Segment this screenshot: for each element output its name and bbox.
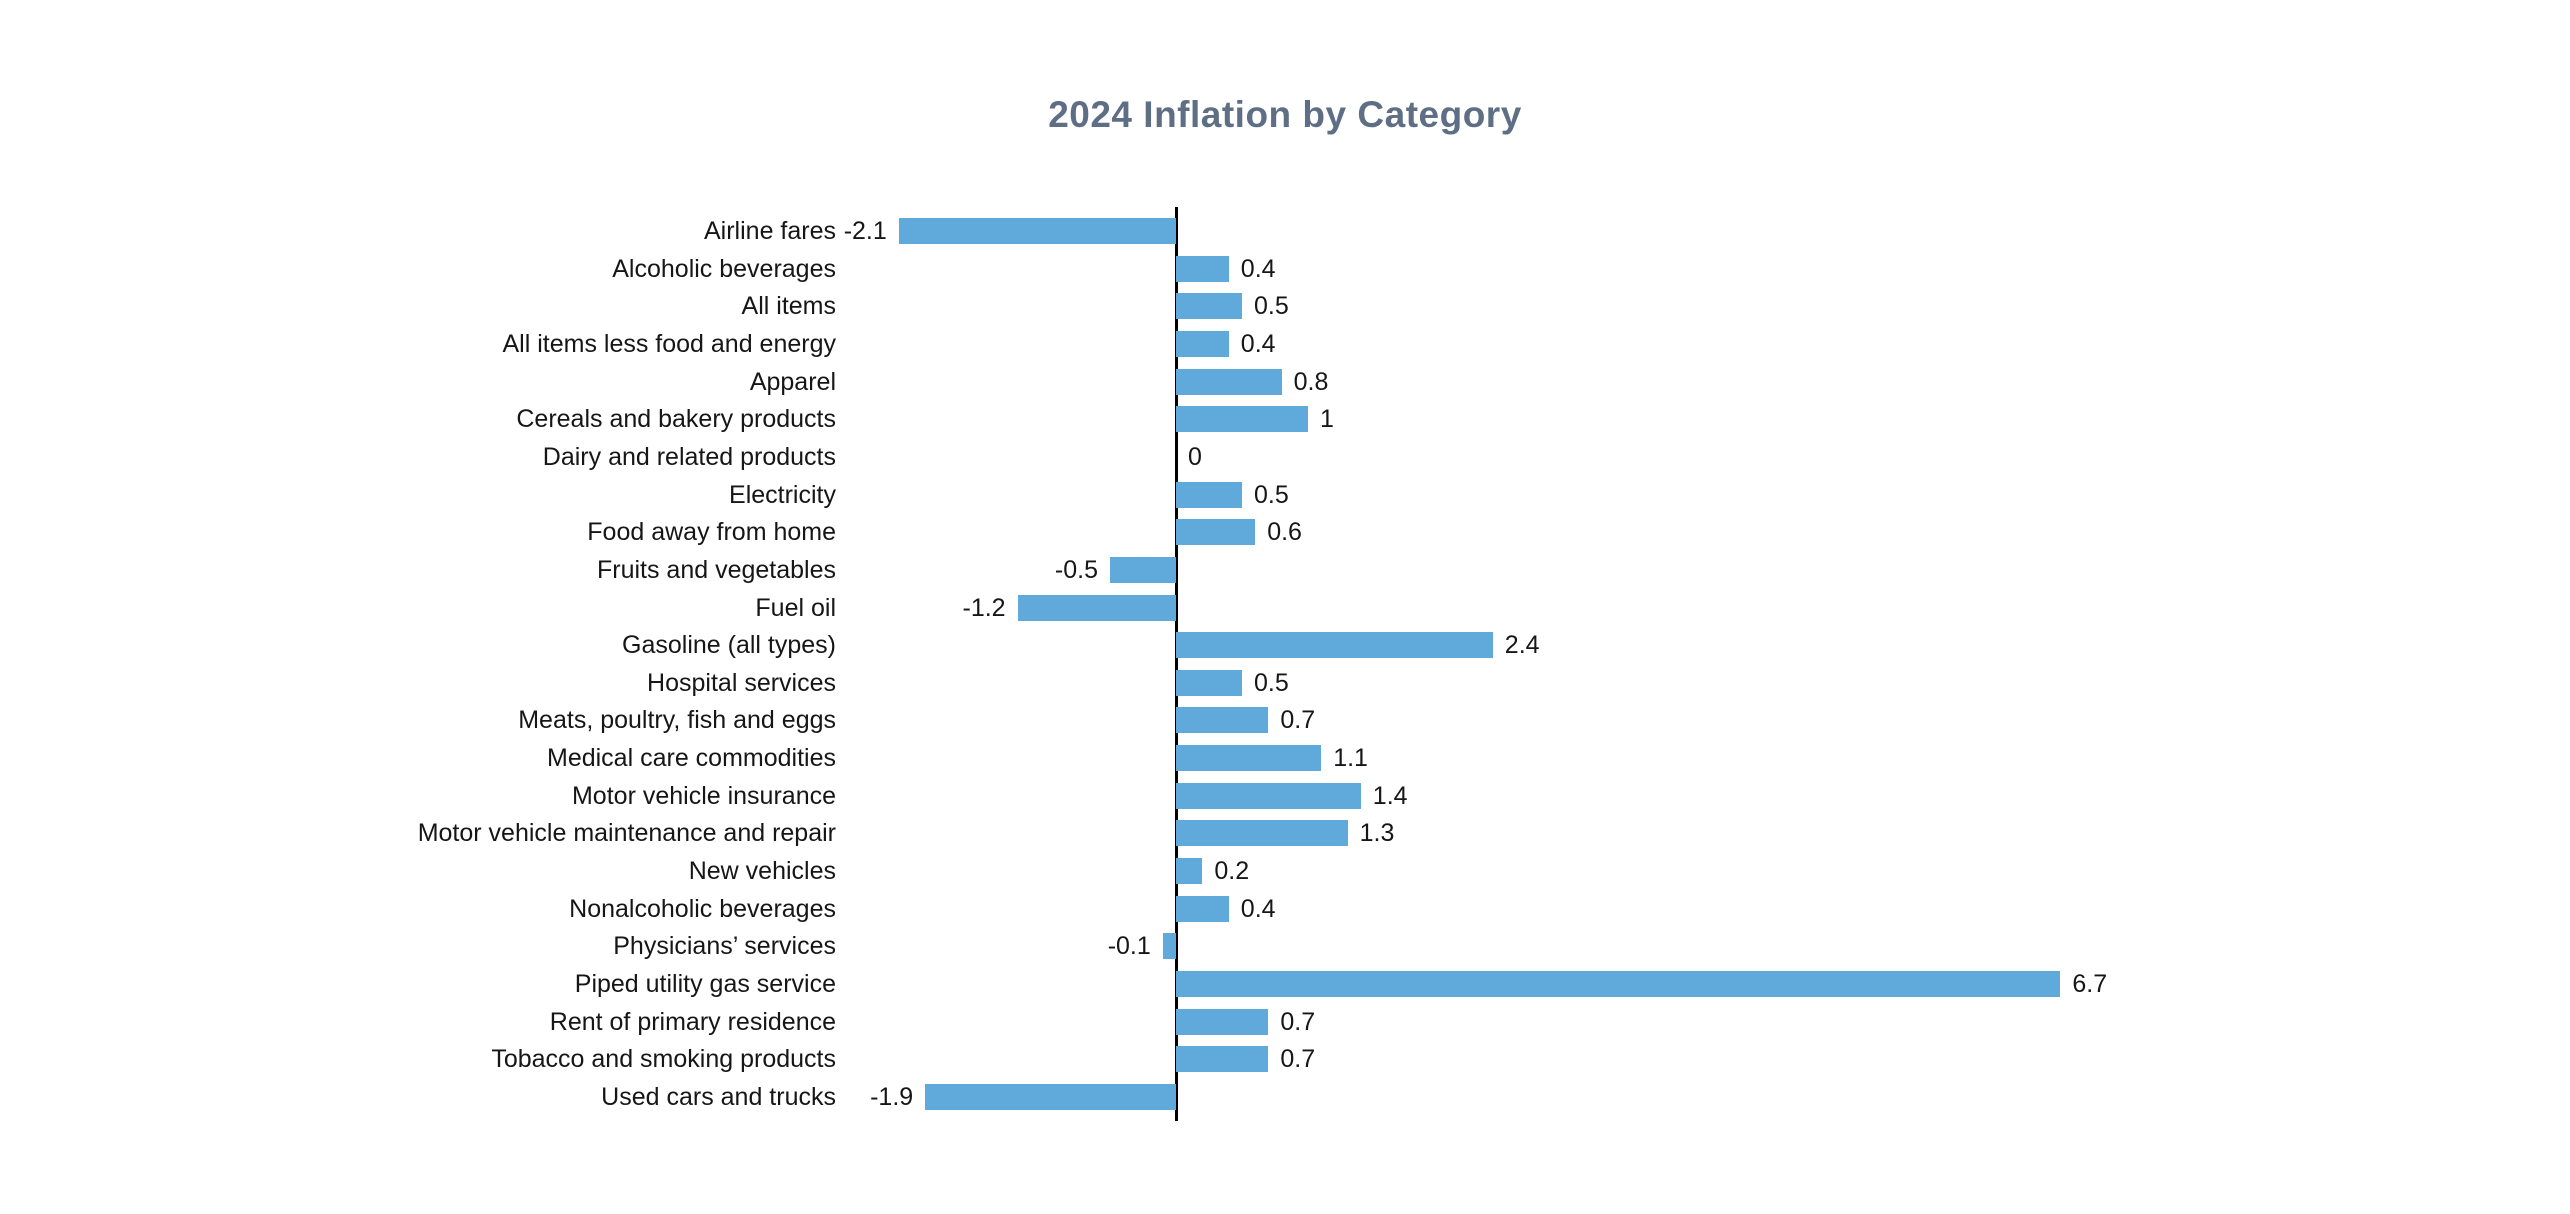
category-label: Meats, poultry, fish and eggs <box>518 706 836 735</box>
category-label: Alcoholic beverages <box>612 254 836 283</box>
category-label: Used cars and trucks <box>601 1082 836 1111</box>
bar <box>1176 707 1269 734</box>
bar <box>1176 632 1493 659</box>
chart-row: Meats, poultry, fish and eggs 0.7 <box>0 706 2570 735</box>
chart-row: Fuel oil -1.2 <box>0 593 2570 622</box>
bar <box>925 1083 1176 1110</box>
bar <box>1176 782 1361 809</box>
value-label: 0.7 <box>1280 706 1316 735</box>
chart-row: Alcoholic beverages 0.4 <box>0 254 2570 283</box>
category-label: Fruits and vegetables <box>596 555 836 584</box>
value-label: 0.7 <box>1280 1007 1316 1036</box>
category-label: All items <box>741 292 836 321</box>
bar <box>1162 933 1176 960</box>
value-label: 0.2 <box>1214 857 1250 886</box>
value-label: 0 <box>1188 442 1202 471</box>
value-label: -1.9 <box>870 1082 914 1111</box>
bar <box>1176 858 1203 885</box>
category-label: Airline fares <box>704 217 836 245</box>
bar <box>1176 1046 1269 1073</box>
chart-row: Food away from home 0.6 <box>0 518 2570 547</box>
chart-row: Piped utility gas service 6.7 <box>0 970 2570 998</box>
bar <box>1176 1008 1269 1035</box>
bar <box>1176 745 1322 772</box>
value-label: 1.3 <box>1359 819 1395 848</box>
bar <box>1110 556 1176 583</box>
chart-row: Gasoline (all types) 2.4 <box>0 631 2570 660</box>
category-label: Hospital services <box>647 668 836 697</box>
value-label: 0.5 <box>1254 480 1289 509</box>
value-label: 0.4 <box>1240 894 1276 923</box>
bar <box>1176 368 1282 395</box>
category-label: Rent of primary residence <box>549 1007 836 1036</box>
bar <box>1176 293 1242 320</box>
category-label: Food away from home <box>587 518 836 547</box>
bar <box>1176 406 1308 433</box>
chart-row: All items less food and energy 0.4 <box>0 329 2570 358</box>
value-label: -2.1 <box>843 217 887 245</box>
chart-row: Cereals and bakery products 1 <box>0 405 2570 434</box>
category-label: Motor vehicle maintenance and repair <box>417 819 836 848</box>
chart-row: Used cars and trucks -1.9 <box>0 1082 2570 1111</box>
value-label: 0.4 <box>1240 254 1276 283</box>
chart-title: 2024 Inflation by Category <box>1048 94 1522 135</box>
category-label: Motor vehicle insurance <box>571 781 836 810</box>
chart-row: All items 0.5 <box>0 292 2570 321</box>
category-label: Physicians’ services <box>613 932 836 961</box>
chart-row: Nonalcoholic beverages 0.4 <box>0 894 2570 923</box>
chart-row: Hospital services 0.5 <box>0 668 2570 697</box>
chart-row: Motor vehicle insurance 1.4 <box>0 781 2570 810</box>
bar <box>1176 669 1242 696</box>
value-label: -1.2 <box>962 593 1006 622</box>
value-label: 6.7 <box>2072 970 2108 998</box>
value-label: 1 <box>1320 405 1334 434</box>
bar <box>1176 255 1229 282</box>
chart-row: Airline fares -2.1 <box>0 217 2570 245</box>
category-label: Fuel oil <box>755 593 836 622</box>
value-label: 0.5 <box>1254 668 1289 697</box>
category-label: Medical care commodities <box>547 744 836 773</box>
chart-row: Dairy and related products 0 <box>0 442 2570 471</box>
chart-row: Rent of primary residence 0.7 <box>0 1007 2570 1036</box>
category-label: Dairy and related products <box>542 442 836 471</box>
value-label: 1.1 <box>1333 744 1368 773</box>
category-label: New vehicles <box>688 857 836 886</box>
chart-row: New vehicles 0.2 <box>0 857 2570 886</box>
value-label: 0.4 <box>1240 329 1276 358</box>
chart-row: Medical care commodities 1.1 <box>0 744 2570 773</box>
category-label: Gasoline (all types) <box>622 631 836 660</box>
value-label: 1.4 <box>1372 781 1408 810</box>
bar <box>1176 895 1229 922</box>
chart-row: Physicians’ services -0.1 <box>0 932 2570 961</box>
chart-row: Motor vehicle maintenance and repair 1.3 <box>0 819 2570 848</box>
chart-row: Fruits and vegetables -0.5 <box>0 555 2570 584</box>
category-label: Apparel <box>749 367 836 396</box>
value-label: -0.1 <box>1107 932 1151 961</box>
value-label: 0.7 <box>1280 1045 1316 1074</box>
value-label: 0.8 <box>1293 367 1329 396</box>
value-label: 2.4 <box>1504 631 1540 660</box>
value-label: 0.6 <box>1267 518 1302 547</box>
bar <box>1017 594 1176 621</box>
bar <box>1176 519 1256 546</box>
bar <box>898 218 1176 244</box>
category-label: All items less food and energy <box>502 329 836 358</box>
category-label: Tobacco and smoking products <box>491 1045 836 1074</box>
chart-row: Apparel 0.8 <box>0 367 2570 396</box>
bar <box>1176 330 1229 357</box>
zero-axis-line <box>1175 207 1178 1121</box>
value-label: 0.5 <box>1254 292 1289 321</box>
category-label: Electricity <box>729 480 836 509</box>
bar <box>1176 481 1242 508</box>
chart-row: Electricity 0.5 <box>0 480 2570 509</box>
category-label: Nonalcoholic beverages <box>569 894 836 923</box>
category-label: Piped utility gas service <box>574 970 836 998</box>
bar <box>1176 971 2061 997</box>
bar <box>1176 820 1348 847</box>
chart-row: Tobacco and smoking products 0.7 <box>0 1045 2570 1074</box>
value-label: -0.5 <box>1054 555 1098 584</box>
category-label: Cereals and bakery products <box>516 405 836 434</box>
